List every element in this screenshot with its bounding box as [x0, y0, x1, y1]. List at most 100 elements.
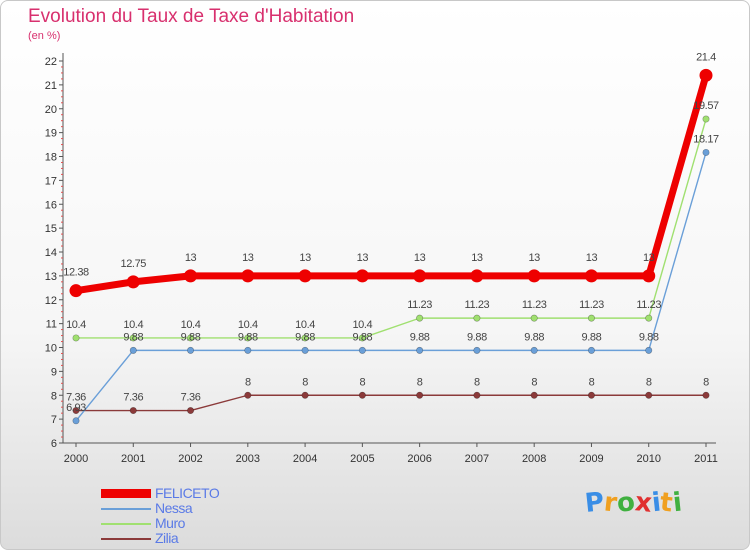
y-minor-tick: [61, 78, 63, 80]
y-tick-label: 19: [45, 128, 57, 140]
data-label-muro: 19.57: [693, 100, 719, 112]
data-label-nessa: 9.88: [524, 331, 544, 343]
data-label-zilia: 8: [646, 376, 652, 388]
y-minor-tick: [61, 287, 63, 289]
data-point-zilia: [129, 407, 137, 415]
y-minor-tick: [61, 430, 63, 432]
series-line-muro: [76, 118, 707, 339]
data-point-feliceto: [184, 269, 198, 283]
x-tick-label: 2009: [579, 453, 603, 465]
data-label-muro: 11.23: [522, 299, 547, 311]
data-point-feliceto: [527, 269, 541, 283]
data-label-zilia: 8: [703, 376, 709, 388]
data-point-feliceto: [642, 269, 656, 283]
data-label-feliceto: 13: [242, 252, 254, 264]
y-minor-tick: [61, 197, 63, 199]
data-point-nessa: [187, 346, 195, 354]
y-tick-label: 15: [45, 223, 57, 235]
y-tick-label: 10: [45, 343, 57, 355]
y-minor-tick: [61, 269, 63, 271]
data-point-feliceto: [126, 275, 140, 289]
y-minor-tick: [61, 382, 63, 384]
data-label-nessa: 9.88: [410, 331, 430, 343]
data-point-muro: [645, 314, 653, 322]
x-tick-label: 2011: [694, 453, 718, 465]
y-minor-tick: [61, 311, 63, 313]
data-label-nessa: 9.88: [582, 331, 602, 343]
data-point-nessa: [473, 346, 481, 354]
legend-swatch: [101, 489, 151, 498]
data-label-feliceto: 13: [471, 252, 483, 264]
data-point-muro: [530, 314, 538, 322]
y-tick-label: 9: [51, 366, 57, 378]
data-point-nessa: [702, 148, 710, 156]
chart-unit-label: (en %): [28, 30, 61, 42]
y-tick-label: 13: [45, 271, 57, 283]
data-point-muro: [358, 334, 366, 342]
legend-label: FELICETO: [155, 485, 220, 501]
y-minor-tick: [61, 191, 63, 193]
y-minor-tick: [61, 90, 63, 92]
x-tick-label: 2001: [121, 453, 145, 465]
x-tick-label: 2008: [522, 453, 546, 465]
y-minor-tick: [61, 317, 63, 319]
data-label-feliceto: 12.38: [63, 267, 89, 279]
data-label-nessa: 9.88: [295, 331, 315, 343]
y-minor-tick: [61, 173, 63, 175]
data-point-muro: [702, 115, 710, 123]
x-tick-label: 2004: [293, 453, 317, 465]
data-label-nessa: 6.93: [66, 402, 86, 414]
series-line-nessa: [75, 152, 707, 422]
data-point-nessa: [72, 417, 80, 425]
line-chart: 6 7 8 9 10 11 12 13 14 15 16 17 18 19 20 21 22 2000 2001 20…: [45, 51, 720, 465]
data-point-muro: [187, 334, 195, 342]
y-minor-tick: [61, 221, 63, 223]
data-point-feliceto: [69, 284, 83, 298]
data-label-feliceto: 21.4: [696, 51, 716, 63]
y-minor-tick: [61, 263, 63, 265]
x-tick-label: 2010: [636, 453, 660, 465]
y-minor-tick: [61, 96, 63, 98]
data-point-muro: [473, 314, 481, 322]
y-minor-tick: [61, 245, 63, 247]
x-tick-label: 2006: [407, 453, 431, 465]
data-point-muro: [129, 334, 137, 342]
y-minor-tick: [61, 114, 63, 116]
y-tick-label: 11: [46, 319, 57, 331]
y-minor-tick: [61, 239, 63, 241]
y-minor-tick: [61, 424, 63, 426]
chart-title: Evolution du Taux de Taxe d'Habitation: [28, 6, 355, 27]
y-minor-tick: [61, 215, 63, 217]
data-label-nessa: 9.88: [123, 331, 143, 343]
data-label-zilia: 8: [302, 376, 308, 388]
x-tick-label: 2003: [236, 453, 260, 465]
data-label-muro: 10.4: [295, 319, 315, 331]
data-label-feliceto: 13: [357, 252, 369, 264]
data-label-muro: 11.23: [407, 299, 432, 311]
x-tick-label: 2002: [178, 453, 202, 465]
data-label-nessa: 9.88: [352, 331, 372, 343]
data-point-nessa: [416, 346, 424, 354]
data-label-muro: 10.4: [181, 319, 201, 331]
data-label-muro: 11.23: [465, 299, 490, 311]
data-point-zilia: [301, 391, 309, 399]
data-point-nessa: [587, 346, 595, 354]
y-minor-tick: [61, 257, 63, 259]
y-tick-label: 18: [45, 152, 57, 164]
chart-axes: 6 7 8 9 10 11 12 13 14 15 16 17 18 19 20 21 22 2000 2001 20…: [45, 53, 718, 465]
data-point-muro: [301, 334, 309, 342]
data-label-muro: 10.4: [238, 319, 258, 331]
data-label-muro: 10.4: [66, 319, 86, 331]
data-label-zilia: 7.36: [123, 392, 143, 404]
y-minor-tick: [61, 185, 63, 187]
y-minor-tick: [61, 388, 63, 390]
data-label-zilia: 7.36: [66, 392, 86, 404]
data-label-feliceto: 12.75: [121, 258, 147, 270]
y-minor-tick: [61, 102, 63, 104]
y-minor-tick: [61, 376, 63, 378]
data-label-feliceto: 13: [528, 252, 540, 264]
data-point-zilia: [416, 391, 424, 399]
y-tick-label: 6: [51, 438, 57, 450]
y-minor-tick: [61, 150, 63, 152]
